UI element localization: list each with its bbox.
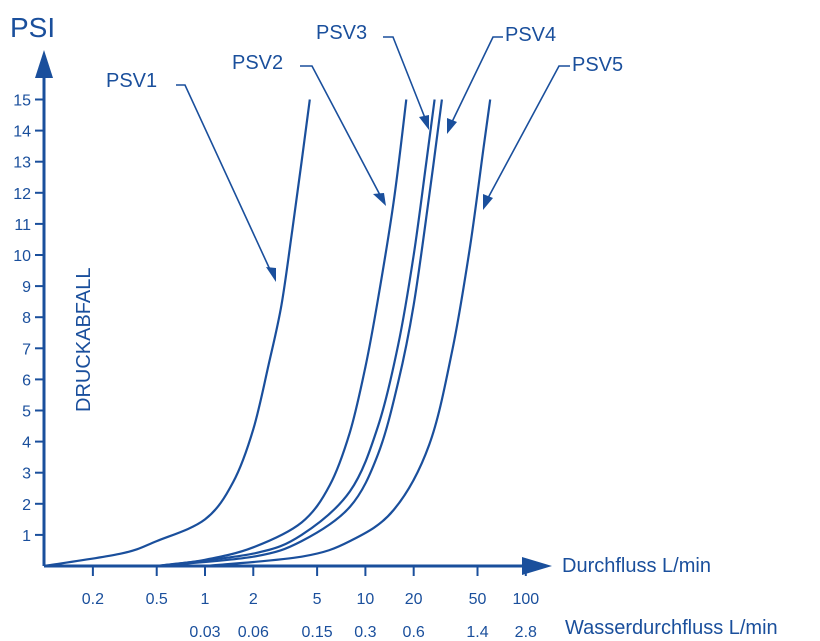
x-axis-arrow bbox=[522, 557, 552, 575]
x-axis-secondary-title: Wasserdurchfluss L/min bbox=[565, 617, 778, 639]
leader-arrow-psv2 bbox=[373, 193, 386, 206]
leader-arrow-psv3 bbox=[419, 115, 429, 130]
x-tick-secondary-label: 0.06 bbox=[238, 624, 269, 641]
x-ticks: 0.2 0.5 1 2 5 10 20 50 100 bbox=[82, 566, 539, 608]
series-label-psv3: PSV3 bbox=[316, 22, 367, 44]
x-tick-label: 0.2 bbox=[82, 591, 104, 608]
series-line-psv2 bbox=[156, 99, 408, 568]
y-tick-label: 10 bbox=[13, 248, 31, 265]
leader-line-psv1 bbox=[176, 84, 273, 275]
x-ticks-secondary: 0.03 0.06 0.15 0.3 0.6 1.4 2.8 bbox=[189, 624, 537, 641]
series-line-psv3 bbox=[156, 99, 436, 568]
leader-line-psv2 bbox=[300, 65, 381, 196]
series-line-psv1 bbox=[43, 99, 311, 568]
series-line-psv5 bbox=[204, 99, 492, 568]
x-tick-secondary-label: 0.6 bbox=[403, 624, 425, 641]
x-tick-secondary-label: 1.4 bbox=[466, 624, 488, 641]
y-tick-label: 4 bbox=[22, 435, 31, 452]
x-tick-label: 20 bbox=[405, 591, 423, 608]
y-axis-arrow bbox=[35, 50, 53, 78]
y-tick-label: 3 bbox=[22, 466, 31, 483]
y-tick-label: 5 bbox=[22, 404, 31, 421]
y-tick-label: 11 bbox=[14, 217, 31, 234]
y-tick-label: 7 bbox=[22, 341, 31, 358]
leader-arrow-psv1 bbox=[266, 267, 276, 282]
y-tick-label: 1 bbox=[22, 528, 31, 545]
y-tick-label: 6 bbox=[22, 372, 31, 389]
series-lines bbox=[43, 99, 492, 568]
y-tick-label: 2 bbox=[22, 497, 31, 514]
x-tick-label: 50 bbox=[469, 591, 487, 608]
series-labels: PSV1 PSV2 PSV3 PSV4 PSV5 bbox=[106, 22, 623, 282]
x-tick-label: 100 bbox=[512, 591, 539, 608]
y-axis-title: PSI bbox=[10, 12, 55, 43]
x-tick-label: 2 bbox=[249, 591, 258, 608]
x-tick-secondary-label: 0.03 bbox=[189, 624, 220, 641]
y-tick-label: 12 bbox=[13, 186, 31, 203]
leader-line-psv3 bbox=[383, 36, 426, 119]
series-label-psv2: PSV2 bbox=[232, 52, 283, 74]
leader-line-psv5 bbox=[487, 65, 570, 199]
leader-arrow-psv4 bbox=[447, 118, 457, 134]
y-tick-label: 9 bbox=[22, 279, 31, 296]
y-tick-label: 15 bbox=[13, 93, 31, 110]
x-tick-label: 10 bbox=[357, 591, 375, 608]
series-label-psv5: PSV5 bbox=[572, 54, 623, 76]
series-label-psv4: PSV4 bbox=[505, 24, 556, 46]
y-tick-label: 8 bbox=[22, 310, 31, 327]
x-tick-label: 0.5 bbox=[146, 591, 168, 608]
y-tick-label: 14 bbox=[13, 124, 31, 141]
x-tick-label: 5 bbox=[313, 591, 322, 608]
series-label-psv1: PSV1 bbox=[106, 70, 157, 92]
y-tick-label: 13 bbox=[13, 155, 31, 172]
x-tick-secondary-label: 0.15 bbox=[302, 624, 333, 641]
series-line-psv4 bbox=[156, 99, 443, 568]
leader-line-psv4 bbox=[451, 36, 503, 123]
leader-arrow-psv5 bbox=[483, 194, 493, 210]
x-tick-secondary-label: 0.3 bbox=[354, 624, 376, 641]
y-axis-secondary-title: DRUCKABFALL bbox=[73, 268, 95, 413]
x-tick-secondary-label: 2.8 bbox=[515, 624, 537, 641]
x-tick-label: 1 bbox=[201, 591, 210, 608]
x-axis-title: Durchfluss L/min bbox=[562, 555, 711, 577]
